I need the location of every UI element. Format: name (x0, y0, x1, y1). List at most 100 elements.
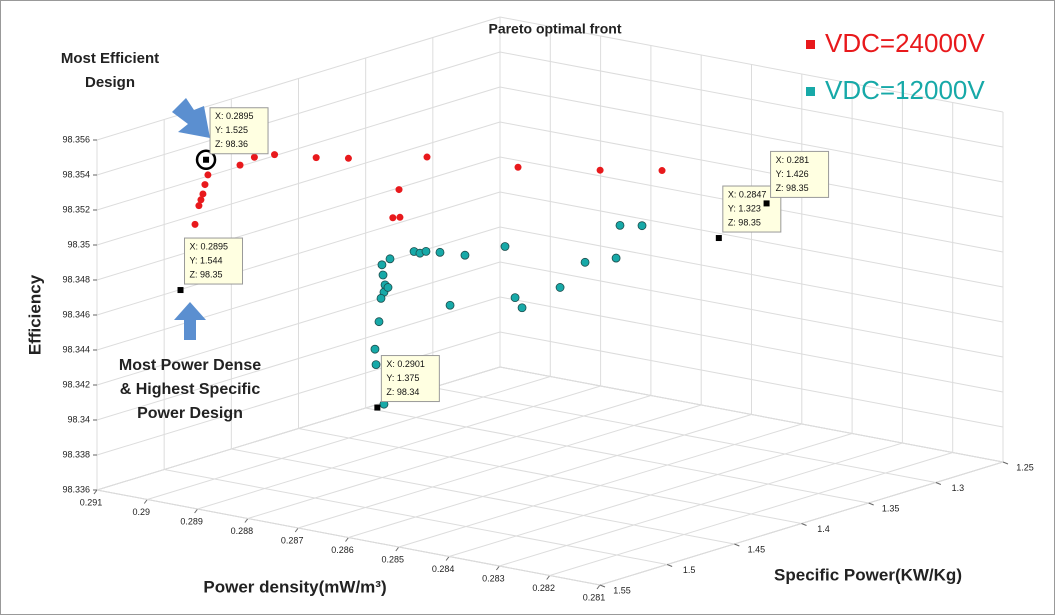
x-tick-label: 0.282 (532, 583, 555, 593)
z-tick-label: 98.344 (62, 344, 90, 354)
grid-line (96, 156, 501, 281)
point (236, 161, 244, 169)
arrow (172, 98, 210, 138)
point (370, 344, 380, 354)
highlight-ring (195, 149, 217, 170)
annotation-line: Most Efficient (61, 50, 159, 67)
grid-line (499, 121, 1004, 218)
point (596, 166, 604, 174)
chart-title: Pareto optimal front (488, 21, 621, 37)
z-tick-label: 98.348 (62, 274, 90, 284)
tick-mark (244, 518, 249, 523)
y-tick-label: 1.5 (683, 565, 696, 575)
tick-mark (801, 523, 807, 526)
datatip-text: X: 0.281 (776, 155, 810, 165)
tick-mark (445, 556, 450, 561)
grid-line (96, 191, 501, 316)
tick-mark (666, 564, 673, 567)
point (445, 300, 455, 310)
grid-line (365, 407, 869, 504)
datatip-box (209, 107, 269, 155)
grid-line (96, 331, 501, 456)
tick-mark (935, 482, 942, 485)
annotation-line: Design (85, 74, 135, 91)
x-tick-label: 0.284 (432, 564, 455, 574)
z-tick-label: 98.336 (62, 484, 90, 494)
x-tick-label: 0.285 (382, 554, 405, 564)
legend-marker (806, 40, 815, 49)
point (435, 247, 445, 257)
grid-line (96, 296, 501, 421)
point (460, 250, 470, 260)
grid-line (499, 51, 1004, 148)
point (197, 196, 205, 204)
grid-line (298, 428, 802, 524)
grid-line (499, 86, 1004, 183)
point (374, 317, 384, 327)
x-tick-label: 0.289 (180, 516, 203, 526)
point (611, 253, 621, 263)
datatip-text: Z: 98.36 (215, 139, 248, 149)
z-tick-label: 98.34 (67, 414, 90, 424)
grid-line (96, 16, 501, 141)
point (658, 167, 666, 175)
grid-line (96, 51, 501, 176)
point (500, 242, 510, 251)
x-tick-label: 0.288 (231, 526, 254, 536)
y-tick-label: 1.35 (882, 503, 900, 513)
point (615, 220, 625, 230)
point (344, 154, 352, 162)
datatip-box (380, 355, 440, 403)
tick-mark (868, 502, 874, 506)
legend: VDC=24000V VDC=12000V (806, 28, 985, 105)
legend-label: VDC=12000V (825, 75, 985, 105)
point (191, 220, 199, 228)
datatip-text: X: 0.2901 (386, 359, 425, 369)
x-tick-label: 0.29 (133, 507, 151, 517)
grid-line (499, 261, 1004, 358)
grid-line (499, 226, 1004, 323)
marks: X: 0.2895 Y: 1.525 Z: 98.36 X: 0.2895 Y: 1.5… (177, 107, 830, 411)
datatip-text: Y: 1.426 (776, 169, 809, 179)
datatip-text: Y: 1.525 (215, 125, 248, 135)
datatip-text: Z: 98.34 (386, 387, 419, 397)
x-tick-label: 0.287 (281, 535, 304, 545)
datatip-box (770, 150, 830, 198)
tick-mark (345, 537, 349, 542)
x-tick-label: 0.283 (482, 573, 505, 583)
z-tick-label: 98.338 (62, 449, 90, 459)
grid-line (96, 121, 501, 246)
point (199, 190, 207, 198)
annotation-line: Power Design (137, 405, 243, 422)
datatip-point (203, 156, 210, 163)
z-tick-label: 98.342 (62, 379, 90, 389)
point (378, 270, 388, 280)
point (396, 213, 404, 221)
datatip-text: X: 0.2895 (190, 241, 229, 251)
grid-line (96, 226, 501, 351)
y-tick-label: 1.45 (748, 544, 766, 554)
datatip-text: Z: 98.35 (190, 269, 223, 279)
point (580, 257, 590, 267)
grid-line (499, 366, 1004, 463)
grid-line (164, 469, 668, 565)
datatip-text: Y: 1.544 (190, 255, 223, 265)
x-tick-label: 0.286 (331, 545, 354, 555)
annotation-line: Most Power Dense (119, 357, 261, 374)
point (517, 303, 527, 313)
legend-marker (806, 87, 815, 96)
z-axis-label: Efficiency (25, 274, 44, 355)
datatip-text: Z: 98.35 (776, 183, 809, 193)
point (421, 246, 431, 256)
point (383, 283, 393, 292)
point (389, 214, 397, 222)
datatip-text: Z: 98.35 (728, 217, 761, 227)
point (312, 154, 320, 162)
y-tick-label: 1.55 (613, 585, 631, 595)
point (271, 151, 279, 159)
point (204, 171, 212, 179)
tick-mark (599, 584, 606, 588)
grid-line (96, 86, 501, 211)
z-tick-label: 98.346 (62, 309, 90, 319)
